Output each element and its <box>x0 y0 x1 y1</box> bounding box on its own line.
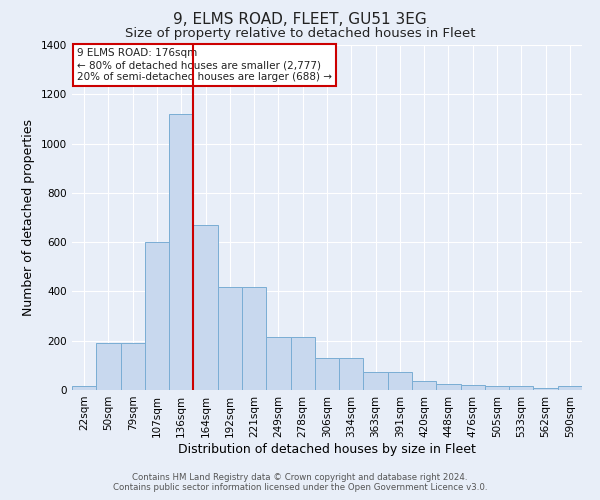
Bar <box>290 337 315 390</box>
Bar <box>461 385 485 390</box>
Bar <box>364 372 388 390</box>
Bar <box>436 384 461 390</box>
Bar <box>315 358 339 390</box>
Text: Size of property relative to detached houses in Fleet: Size of property relative to detached ho… <box>125 28 475 40</box>
Bar <box>485 386 509 390</box>
Bar <box>96 343 121 390</box>
Bar <box>558 386 582 390</box>
Bar <box>412 382 436 390</box>
Text: 9, ELMS ROAD, FLEET, GU51 3EG: 9, ELMS ROAD, FLEET, GU51 3EG <box>173 12 427 28</box>
Bar <box>533 388 558 390</box>
Text: 9 ELMS ROAD: 176sqm
← 80% of detached houses are smaller (2,777)
20% of semi-det: 9 ELMS ROAD: 176sqm ← 80% of detached ho… <box>77 48 332 82</box>
Bar <box>388 372 412 390</box>
Text: Contains HM Land Registry data © Crown copyright and database right 2024.
Contai: Contains HM Land Registry data © Crown c… <box>113 473 487 492</box>
Bar <box>218 286 242 390</box>
Y-axis label: Number of detached properties: Number of detached properties <box>22 119 35 316</box>
Bar <box>266 337 290 390</box>
Bar <box>145 242 169 390</box>
Bar <box>121 343 145 390</box>
Bar <box>242 286 266 390</box>
Bar <box>193 225 218 390</box>
Bar <box>509 386 533 390</box>
Bar <box>339 358 364 390</box>
Bar <box>169 114 193 390</box>
Bar <box>72 386 96 390</box>
X-axis label: Distribution of detached houses by size in Fleet: Distribution of detached houses by size … <box>178 442 476 456</box>
